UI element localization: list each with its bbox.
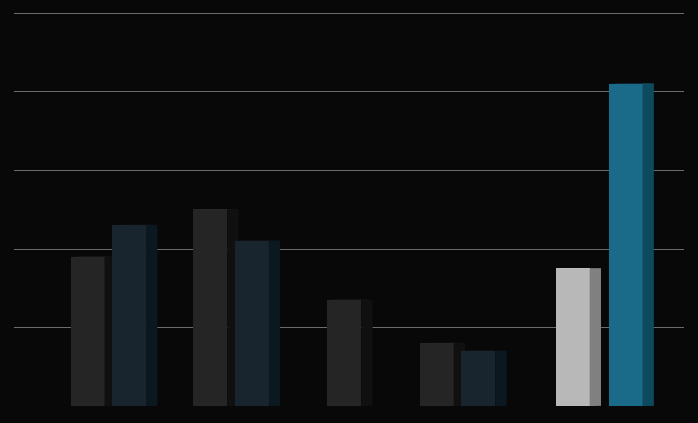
Bar [609, 83, 643, 406]
Polygon shape [590, 268, 601, 406]
Bar [112, 225, 146, 406]
Bar [461, 351, 496, 406]
Polygon shape [105, 256, 116, 406]
Polygon shape [643, 83, 654, 406]
Bar [70, 257, 105, 406]
Bar [235, 241, 269, 406]
Polygon shape [454, 343, 465, 406]
Bar [193, 209, 228, 406]
Polygon shape [362, 299, 373, 406]
Polygon shape [146, 225, 158, 406]
Bar [556, 269, 590, 406]
Polygon shape [496, 351, 507, 406]
Bar [419, 343, 454, 406]
Bar [327, 300, 362, 406]
Polygon shape [269, 241, 280, 406]
Polygon shape [228, 209, 239, 406]
